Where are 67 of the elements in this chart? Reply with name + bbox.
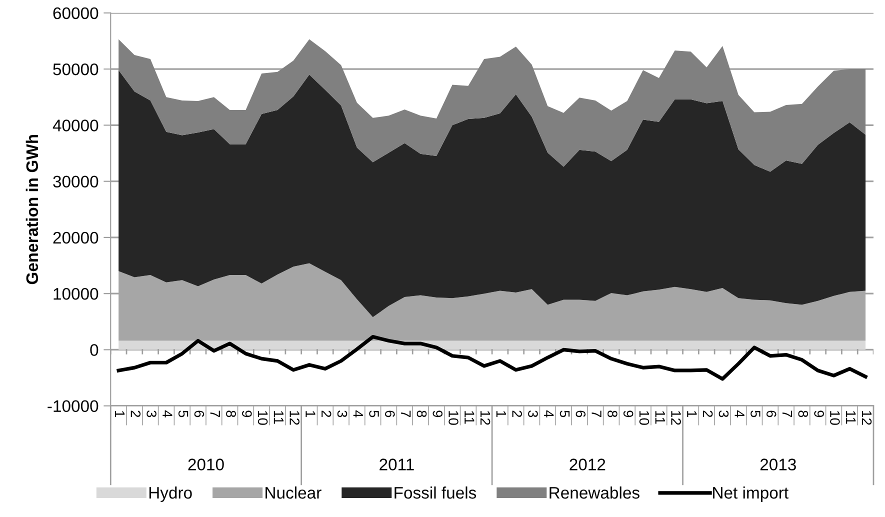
x-tick-label: 1 — [114, 411, 125, 418]
x-tick-label: 6 — [194, 410, 204, 418]
x-tick-label: 4 — [353, 410, 363, 418]
x-tick-label: 2 — [512, 410, 522, 418]
x-tick-label: 6 — [385, 410, 395, 418]
x-tick-label: 8 — [416, 410, 427, 418]
x-tick-label: 8 — [798, 410, 808, 418]
x-tick-label: 5 — [750, 410, 760, 418]
x-tick-label: 3 — [718, 410, 729, 418]
legend-label: Renewables — [550, 486, 640, 499]
text: 2010 — [188, 458, 224, 470]
x-tick-label: 12 — [480, 411, 490, 425]
x-tick-label: 4 — [162, 410, 172, 418]
x-tick-label: 11 — [274, 411, 284, 424]
y-tick-label: 30000 — [53, 176, 98, 188]
y-tick-label: 60000 — [53, 7, 98, 20]
legend-label: Fossil fuels — [394, 486, 476, 499]
y-axis-title: Generation in GWh — [26, 134, 38, 284]
x-tick-label: 7 — [592, 410, 602, 418]
legend-label: Hydro — [149, 486, 192, 502]
x-tick-label: 9 — [242, 410, 252, 418]
y-tick-label: 0 — [90, 344, 98, 356]
x-tick-label: 10 — [448, 411, 458, 425]
x-tick-label: 2 — [322, 410, 332, 418]
x-tick-label: 12 — [290, 411, 300, 425]
x-tick-label: 3 — [337, 410, 348, 418]
x-tick-label: 1 — [687, 411, 697, 418]
legend-label: Nuclear — [266, 486, 322, 499]
x-tick-label: 8 — [608, 410, 618, 418]
x-tick-label: 7 — [782, 410, 792, 418]
x-tick-label: 1 — [496, 411, 506, 418]
x-tick-label: 11 — [846, 411, 856, 424]
x-tick-label: 8 — [226, 410, 236, 418]
x-tick-label: 5 — [369, 410, 379, 418]
x-tick-label: 10 — [258, 411, 268, 425]
y-tick-label: 20000 — [53, 232, 98, 244]
y-tick-label: -10000 — [48, 400, 98, 412]
x-tick-label: 2 — [130, 410, 141, 418]
x-tick-label: 6 — [766, 410, 776, 418]
x-tick-label: 11 — [464, 411, 474, 424]
x-tick-label: 6 — [576, 410, 586, 418]
x-tick-label: 11 — [655, 411, 665, 424]
x-tick-label: 9 — [814, 410, 824, 418]
x-tick-label: 10 — [639, 411, 650, 425]
x-tick-label: 7 — [401, 410, 411, 418]
x-tick-label: 2 — [703, 410, 713, 418]
x-tick-label: 3 — [528, 410, 538, 418]
text: 2012 — [570, 458, 606, 470]
x-tick-label: 9 — [623, 410, 634, 418]
y-tick-label: 50000 — [53, 63, 98, 76]
x-tick-label: 3 — [146, 410, 156, 418]
x-tick-label: 9 — [432, 410, 443, 418]
y-tick-label: 10000 — [54, 288, 98, 300]
line-series — [116, 335, 868, 381]
y-tick-label: 40000 — [52, 120, 98, 132]
x-tick-label: 12 — [671, 411, 681, 425]
legend-label: Net import — [713, 486, 788, 502]
x-tick-label: 7 — [210, 410, 220, 418]
x-tick-label: 12 — [862, 411, 872, 425]
text: 2013 — [760, 458, 796, 470]
x-tick-label: 5 — [560, 410, 570, 418]
x-tick-label: 10 — [830, 411, 840, 425]
x-tick-label: 5 — [178, 410, 188, 418]
x-tick-label: 4 — [734, 410, 744, 418]
x-tick-label: 4 — [544, 410, 554, 418]
x-tick-label: 1 — [306, 411, 316, 418]
text: 2011 — [380, 458, 414, 470]
